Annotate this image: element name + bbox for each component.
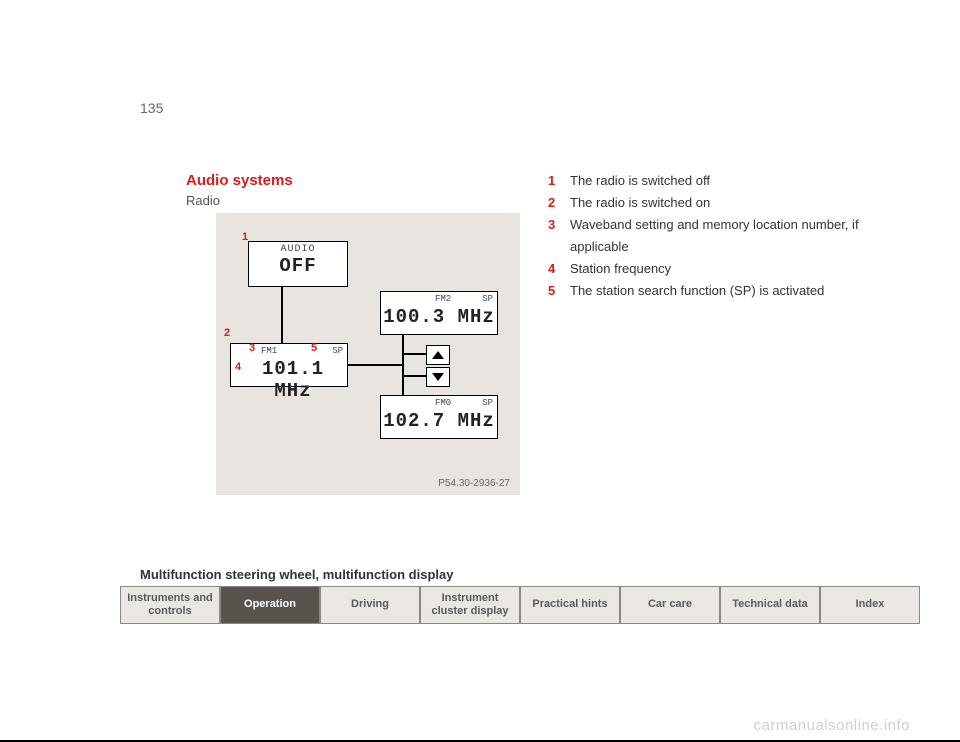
footer-heading: Multifunction steering wheel, multifunct… xyxy=(140,567,453,582)
legend-text: The station search function (SP) is acti… xyxy=(570,280,824,302)
arrow-down-button xyxy=(426,367,450,387)
connector-v1 xyxy=(281,287,283,343)
diagram: 1 AUDIO OFF 2 3 FM1 5 SP 4 101.1 MHz xyxy=(216,213,520,495)
lcd-off-value: OFF xyxy=(249,255,347,277)
legend-row: 3 Waveband setting and memory location nu… xyxy=(548,214,908,258)
lcd-upper-freq: 100.3 MHz xyxy=(381,306,497,328)
marker-3: 3 xyxy=(249,342,255,354)
watermark: carmanualsonline.info xyxy=(754,717,910,734)
nav-index[interactable]: Index xyxy=(820,586,920,624)
marker-2: 2 xyxy=(224,327,230,339)
lcd-upper-box: FM2 SP 100.3 MHz xyxy=(380,291,498,335)
legend-num: 2 xyxy=(548,192,560,214)
legend-text: Waveband setting and memory location num… xyxy=(570,214,908,258)
connector-to-arrow-down xyxy=(404,375,426,377)
nav-instruments[interactable]: Instruments and controls xyxy=(120,586,220,624)
lcd-upper-sp: SP xyxy=(482,294,493,304)
lcd-main-band: FM1 xyxy=(261,346,277,356)
lcd-main-freq: 101.1 MHz xyxy=(231,358,347,402)
legend-row: 4 Station frequency xyxy=(548,258,908,280)
chevron-up-icon xyxy=(432,351,444,359)
section-title: Audio systems xyxy=(186,172,293,189)
lcd-lower-band: FM0 xyxy=(435,398,451,408)
lcd-off-title: AUDIO xyxy=(249,244,347,255)
legend-num: 3 xyxy=(548,214,560,236)
chevron-down-icon xyxy=(432,373,444,381)
nav-hints[interactable]: Practical hints xyxy=(520,586,620,624)
nav-carcare[interactable]: Car care xyxy=(620,586,720,624)
lcd-lower-freq: 102.7 MHz xyxy=(381,410,497,432)
lcd-lower-sp: SP xyxy=(482,398,493,408)
legend-row: 2 The radio is switched on xyxy=(548,192,908,214)
arrow-up-button xyxy=(426,345,450,365)
nav-bar: Instruments and controls Operation Drivi… xyxy=(120,586,920,624)
marker-4: 4 xyxy=(235,361,241,373)
legend-row: 1 The radio is switched off xyxy=(548,170,908,192)
page-number: 135 xyxy=(140,100,163,116)
legend-text: The radio is switched on xyxy=(570,192,710,214)
subtitle: Radio xyxy=(186,193,220,208)
diagram-caption: P54.30-2936-27 xyxy=(438,478,510,489)
nav-driving[interactable]: Driving xyxy=(320,586,420,624)
nav-cluster[interactable]: Instrument cluster display xyxy=(420,586,520,624)
connector-h1 xyxy=(348,364,402,366)
lcd-upper-band: FM2 xyxy=(435,294,451,304)
legend-num: 4 xyxy=(548,258,560,280)
legend-text: The radio is switched off xyxy=(570,170,710,192)
nav-techdata[interactable]: Technical data xyxy=(720,586,820,624)
lcd-lower-box: FM0 SP 102.7 MHz xyxy=(380,395,498,439)
lcd-main-sp: SP xyxy=(332,346,343,356)
nav-operation[interactable]: Operation xyxy=(220,586,320,624)
legend-num: 1 xyxy=(548,170,560,192)
legend-text: Station frequency xyxy=(570,258,671,280)
lcd-off-box: AUDIO OFF xyxy=(248,241,348,287)
lcd-main-box: 3 FM1 5 SP 4 101.1 MHz xyxy=(230,343,348,387)
legend-num: 5 xyxy=(548,280,560,302)
legend-row: 5 The station search function (SP) is act… xyxy=(548,280,908,302)
connector-to-arrow-up xyxy=(404,353,426,355)
marker-5: 5 xyxy=(311,342,317,354)
legend: 1 The radio is switched off 2 The radio is… xyxy=(548,170,908,303)
